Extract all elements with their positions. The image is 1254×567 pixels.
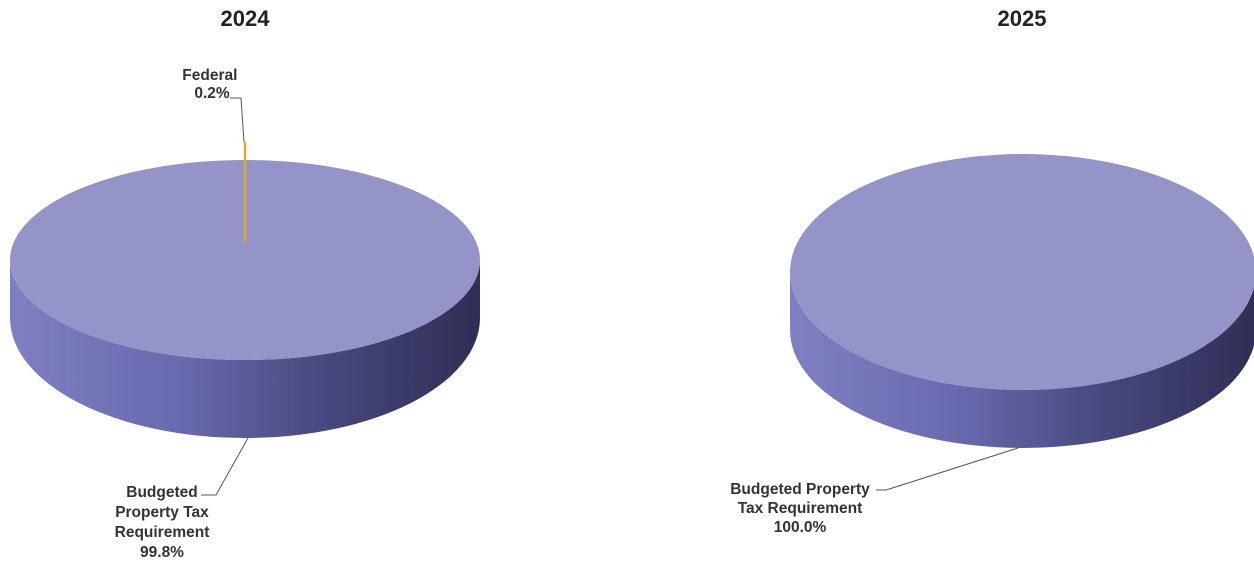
slice-name: Federal <box>182 67 237 84</box>
slice-name-line: Budgeted <box>126 484 197 501</box>
pie-side-wall <box>790 272 1254 448</box>
leader-line-budgeted-property-tax <box>201 437 249 496</box>
chart-2024: 2024 Federal 0.2% Budgeted Property Tax Re… <box>10 6 480 561</box>
chart-title: 2024 <box>221 6 271 31</box>
slice-label-budgeted-property-tax: Budgeted Property Tax Requirement <box>115 484 210 541</box>
pie-slice-budgeted-property-tax <box>10 160 480 360</box>
slice-percent: 0.2% <box>194 85 230 102</box>
slice-percent-budgeted-property-tax: 100.0% <box>774 519 827 536</box>
pie-slice-budgeted-property-tax <box>790 154 1254 390</box>
chart-2025: 2025 Budgeted Property Tax Requirement 10… <box>730 6 1254 536</box>
leader-line-federal <box>230 97 245 143</box>
leader-line-budgeted-property-tax <box>876 447 1019 491</box>
slice-name-line: Requirement <box>115 524 210 541</box>
slice-name-line: Property Tax <box>115 504 209 521</box>
pie-side-wall <box>10 260 480 438</box>
slice-label-budgeted-property-tax: Budgeted Property Tax Requirement <box>730 481 870 517</box>
slice-label-federal: Federal 0.2% <box>182 67 241 102</box>
slice-name-line: Tax Requirement <box>738 500 863 517</box>
slice-percent-budgeted-property-tax: 99.8% <box>140 544 184 561</box>
slice-name-line: Budgeted Property <box>730 481 870 498</box>
chart-title: 2025 <box>998 6 1047 31</box>
